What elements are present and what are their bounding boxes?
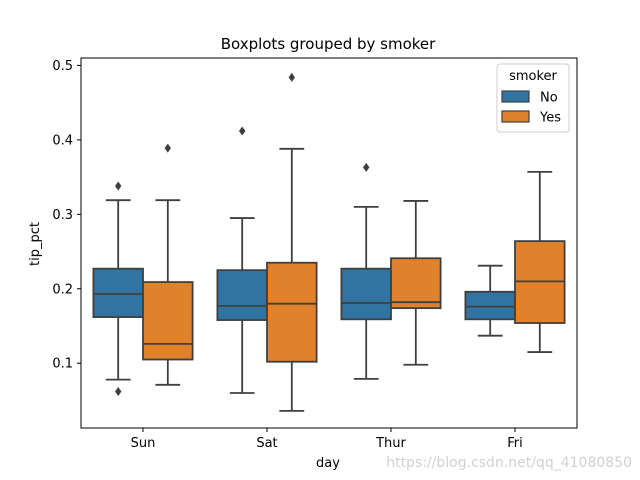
outlier-yes-sun-0	[164, 143, 171, 153]
outlier-no-sat-0	[239, 126, 246, 136]
x-tick-label-sun: Sun	[131, 436, 156, 451]
watermark: https://blog.csdn.net/qq_41080850	[386, 455, 632, 471]
box-no-sun	[92, 267, 144, 318]
x-tick-label-fri: Fri	[507, 436, 523, 451]
x-tick-label-sat: Sat	[256, 436, 277, 451]
legend-swatch-no	[501, 90, 530, 103]
x-tick-label-thur: Thur	[375, 436, 406, 451]
y-tick-label-0: 0.1	[52, 357, 73, 372]
legend-title: smoker	[509, 69, 557, 84]
series-yes	[142, 72, 566, 412]
box-no-thur	[340, 267, 392, 321]
series-no	[92, 126, 516, 397]
box-yes-sun	[142, 281, 194, 361]
box-yes-thur	[390, 257, 442, 310]
x-axis-label: day	[316, 456, 340, 471]
box-yes-sat	[266, 261, 318, 363]
y-tick-label-2: 0.3	[52, 208, 73, 223]
outlier-no-thur-0	[363, 162, 370, 172]
outlier-yes-sat-0	[288, 72, 295, 82]
box-no-fri	[464, 290, 516, 321]
box-no-sat	[216, 269, 268, 321]
y-tick-label-3: 0.4	[52, 133, 73, 148]
y-axis-label: tip_pct	[28, 222, 43, 266]
legend: smoker No Yes	[496, 63, 570, 133]
outlier-no-sun-0	[115, 181, 122, 191]
plot-area: 0.1 0.2 0.3 0.4 0.5 Sun Sat Thur Fri	[52, 57, 578, 451]
y-tick-label-4: 0.5	[52, 59, 73, 74]
legend-label-yes: Yes	[539, 111, 561, 126]
legend-swatch-yes	[501, 110, 530, 123]
chart-title: Boxplots grouped by smoker	[221, 35, 436, 53]
y-tick-label-1: 0.2	[52, 282, 73, 297]
legend-label-no: No	[540, 91, 558, 106]
outlier-no-sun-1	[115, 387, 122, 397]
axes-frame	[80, 57, 578, 429]
